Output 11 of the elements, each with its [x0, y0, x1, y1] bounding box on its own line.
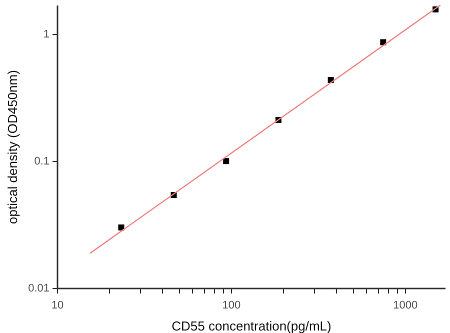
point [118, 224, 124, 230]
y-tick-label: 0.1 [34, 156, 50, 168]
x-tick-label: 10 [51, 300, 64, 312]
x-tick-label: 1000 [393, 300, 418, 312]
y-axis-title: optical density (OD450nm) [5, 70, 20, 224]
point [223, 158, 230, 164]
y-tick-label: 0.01 [28, 282, 50, 294]
x-axis-title: CD55 concentration(pg/mL) [172, 318, 332, 333]
point [380, 39, 386, 46]
x-tick-label: 100 [222, 300, 241, 312]
y-tick-label: 1 [43, 28, 50, 41]
